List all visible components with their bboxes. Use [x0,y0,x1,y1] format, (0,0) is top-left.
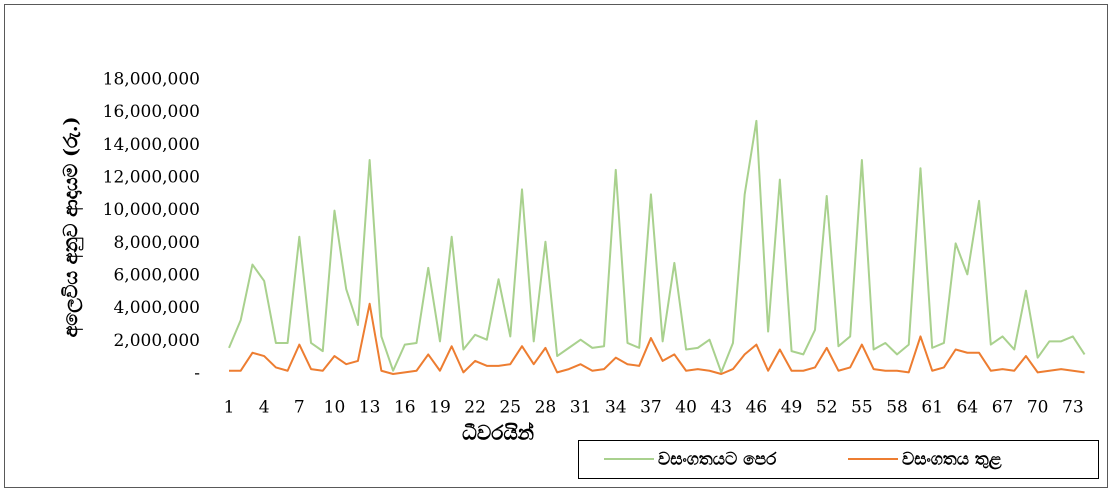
x-tick-label: 19 [429,398,451,418]
legend-label: වසංගතයට පෙර [658,450,777,470]
x-tick-label: 67 [992,398,1014,418]
y-tick-label: 16,000,000 [103,102,200,122]
legend-label: වසංගතය තුළ [902,450,1002,471]
x-tick-label: 40 [675,398,697,418]
x-tick-label: 37 [640,398,662,418]
x-tick-label: 34 [605,398,627,418]
x-tick-label: 1 [224,398,235,418]
y-tick-label: - [194,364,200,384]
x-tick-label: 43 [710,398,732,418]
x-tick-label: 7 [294,398,305,418]
x-tick-label: 31 [570,398,592,418]
y-tick-label: 4,000,000 [113,298,200,318]
x-tick-label: 73 [1062,398,1084,418]
x-axis-title: ධීවරයින් [462,420,534,444]
series-line [228,119,1086,374]
y-tick-label: 2,000,000 [113,331,200,351]
x-tick-label: 55 [851,398,873,418]
x-tick-label: 10 [324,398,346,418]
y-tick-label: 6,000,000 [113,266,200,286]
y-tick-label: 12,000,000 [103,168,200,188]
legend-box [578,440,1099,479]
x-tick-label: 13 [359,398,381,418]
y-tick-label: 18,000,000 [103,70,200,90]
series-line [229,302,1085,375]
x-tick-label: 4 [259,398,270,418]
x-tick-label: 64 [957,398,979,418]
y-tick-label: 14,000,000 [103,135,200,155]
chart-border [4,4,1108,488]
x-tick-label: 28 [535,398,557,418]
x-tick-label: 70 [1027,398,1049,418]
x-tick-label: 46 [746,398,768,418]
x-tick-label: 16 [394,398,416,418]
x-tick-label: 25 [499,398,521,418]
x-tick-label: 22 [464,398,486,418]
y-axis-title: අලෙවිය අනුව ආදායම (රු.) [60,117,84,338]
y-tick-label: 10,000,000 [103,200,200,220]
x-tick-label: 49 [781,398,803,418]
x-tick-label: 61 [921,398,943,418]
x-tick-label: 52 [816,398,838,418]
y-tick-label: 8,000,000 [113,233,200,253]
x-tick-label: 58 [886,398,908,418]
